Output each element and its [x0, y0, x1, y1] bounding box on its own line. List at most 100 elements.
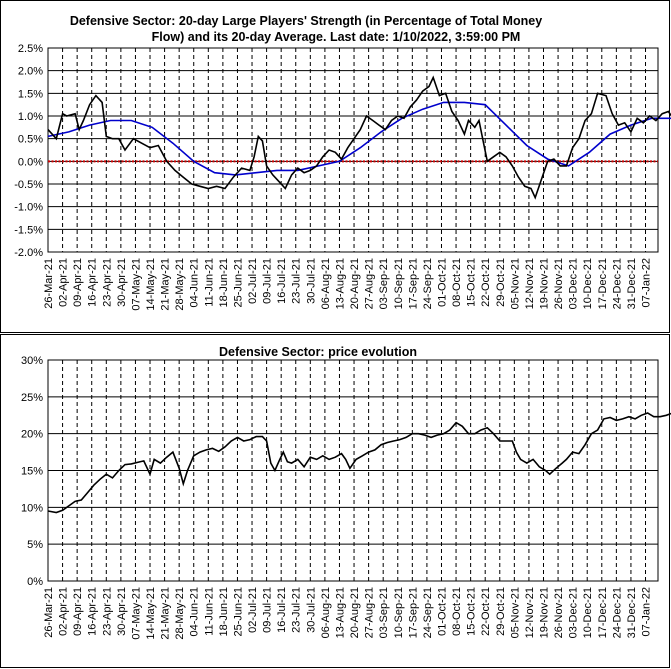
y-tick-label: -1.0% — [14, 202, 43, 214]
x-tick-label: 24-Dec-21 — [611, 258, 623, 309]
x-tick-label: 13-Aug-21 — [334, 258, 346, 309]
y-tick-label: -2.0% — [14, 247, 43, 259]
x-tick-label: 26-Nov-21 — [553, 587, 565, 638]
x-tick-label: 12-Nov-21 — [524, 258, 536, 309]
x-tick-label: 02-Apr-21 — [58, 587, 70, 636]
x-tick-label: 17-Dec-21 — [597, 587, 609, 638]
x-tick-label: 10-Sep-21 — [393, 587, 405, 638]
x-tick-label: 25-Jun-21 — [232, 587, 244, 637]
x-tick-label: 24-Sep-21 — [422, 587, 434, 638]
y-tick-label: 30% — [21, 355, 43, 367]
x-tick-label: 16-Apr-21 — [87, 258, 99, 307]
x-tick-label: 02-Jul-21 — [247, 258, 259, 304]
strength-x-axis: 26-Mar-21 02-Apr-21 09-Apr-21 16-Apr-21 23-A… — [43, 258, 653, 311]
x-tick-label: 20-Aug-21 — [349, 258, 361, 309]
y-tick-label: -0.5% — [14, 179, 43, 191]
x-tick-label: 27-Aug-21 — [364, 258, 376, 309]
x-tick-label: 01-Oct-21 — [436, 258, 448, 307]
price-x-axis: 26-Mar-21 02-Apr-21 09-Apr-21 16-Apr-21 23-A… — [43, 587, 653, 640]
x-tick-label: 18-Jun-21 — [218, 258, 230, 308]
x-tick-label: 07-May-21 — [130, 587, 142, 640]
x-tick-label: 08-Oct-21 — [451, 258, 463, 307]
x-tick-label: 15-Oct-21 — [466, 587, 478, 636]
x-tick-label: 02-Jul-21 — [247, 587, 259, 633]
x-tick-label: 22-Oct-21 — [480, 258, 492, 307]
x-tick-label: 24-Dec-21 — [611, 587, 623, 638]
x-tick-label: 20-Aug-21 — [349, 587, 361, 638]
x-tick-label: 28-May-21 — [174, 587, 186, 640]
x-tick-label: 14-May-21 — [145, 587, 157, 640]
x-tick-label: 05-Nov-21 — [509, 587, 521, 638]
strength-chart-title-line1: Defensive Sector: 20-day Large Players' … — [70, 14, 542, 28]
y-tick-label: 0.5% — [18, 134, 43, 146]
x-tick-label: 03-Sep-21 — [378, 258, 390, 309]
x-tick-label: 27-Aug-21 — [364, 587, 376, 638]
price-gridlines — [48, 360, 658, 581]
price-plot-area: 30%25%20%15%10%5%0% 26-Mar-21 02-Apr-21 09… — [21, 355, 671, 640]
x-tick-label: 19-Nov-21 — [538, 258, 550, 309]
x-tick-label: 29-Oct-21 — [495, 258, 507, 307]
x-tick-label: 23-Jul-21 — [291, 587, 303, 633]
price-y-axis: 30% 25% 20% 15% 10% 5% 0% — [21, 355, 43, 588]
x-tick-label: 03-Sep-21 — [378, 587, 390, 638]
x-tick-label: 06-Aug-21 — [320, 258, 332, 309]
x-tick-label: 04-Jun-21 — [189, 258, 201, 308]
y-tick-label: 10% — [21, 502, 43, 514]
x-tick-label: 21-May-21 — [160, 258, 172, 311]
x-tick-label: 13-Aug-21 — [334, 587, 346, 638]
x-tick-label: 26-Mar-21 — [43, 258, 55, 309]
y-tick-label: 0% — [27, 576, 43, 588]
x-tick-label: 26-Nov-21 — [553, 258, 565, 309]
x-tick-label: 07-Jan-22 — [641, 258, 653, 308]
x-tick-label: 03-Dec-21 — [568, 258, 580, 309]
x-tick-label: 05-Nov-21 — [509, 258, 521, 309]
y-tick-label: 0.0% — [18, 156, 43, 168]
x-tick-label: 03-Dec-21 — [568, 587, 580, 638]
x-tick-label: 29-Oct-21 — [495, 587, 507, 636]
y-tick-label: 1.5% — [18, 88, 43, 100]
x-tick-label: 11-Jun-21 — [203, 258, 215, 307]
x-tick-label: 02-Apr-21 — [58, 258, 70, 307]
y-tick-label: 2.5% — [18, 43, 43, 55]
strength-plot-area: 2.5% 2.0% 1.5% 1.0% 0.5% 0.0% -0.5% -1.0% -1.5% -… — [14, 43, 671, 311]
x-tick-label: 30-Jul-21 — [305, 258, 317, 304]
x-tick-label: 09-Jul-21 — [262, 258, 274, 304]
y-tick-label: -1.5% — [14, 224, 43, 236]
x-tick-label: 31-Dec-21 — [626, 587, 638, 638]
x-tick-label: 07-May-21 — [130, 258, 142, 311]
x-tick-label: 22-Oct-21 — [480, 587, 492, 636]
x-tick-label: 01-Oct-21 — [436, 587, 448, 636]
x-tick-label: 10-Sep-21 — [393, 258, 405, 309]
x-tick-label: 30-Apr-21 — [116, 258, 128, 307]
x-tick-label: 26-Mar-21 — [43, 587, 55, 638]
x-tick-label: 19-Nov-21 — [538, 587, 550, 638]
price-chart-title: Defensive Sector: price evolution — [219, 345, 417, 359]
x-tick-label: 17-Sep-21 — [407, 587, 419, 638]
strength-average-line — [47, 101, 671, 176]
x-tick-label: 14-May-21 — [145, 258, 157, 311]
x-tick-label: 09-Jul-21 — [262, 587, 274, 633]
strength-chart-title-line2: Flow) and its 20-day Average. Last date:… — [152, 30, 521, 44]
x-tick-label: 16-Apr-21 — [87, 587, 99, 636]
x-tick-label: 06-Aug-21 — [320, 587, 332, 638]
x-tick-label: 21-May-21 — [160, 587, 172, 640]
strength-plot-frame — [47, 47, 659, 253]
x-tick-label: 10-Dec-21 — [582, 258, 594, 309]
y-tick-label: 2.0% — [18, 66, 43, 78]
x-tick-label: 18-Jun-21 — [218, 587, 230, 637]
x-tick-label: 16-Jul-21 — [276, 258, 288, 304]
x-tick-label: 10-Dec-21 — [582, 587, 594, 638]
x-tick-label: 31-Dec-21 — [626, 258, 638, 309]
x-tick-label: 17-Sep-21 — [407, 258, 419, 309]
x-tick-label: 30-Apr-21 — [116, 587, 128, 636]
x-tick-label: 25-Jun-21 — [232, 258, 244, 308]
y-tick-label: 20% — [21, 429, 43, 441]
x-tick-label: 23-Apr-21 — [101, 258, 113, 307]
strength-line — [47, 75, 671, 200]
x-tick-label: 30-Jul-21 — [305, 587, 317, 633]
x-tick-label: 08-Oct-21 — [451, 587, 463, 636]
x-tick-label: 09-Apr-21 — [72, 258, 84, 307]
x-tick-label: 11-Jun-21 — [203, 587, 215, 636]
x-tick-label: 24-Sep-21 — [422, 258, 434, 309]
